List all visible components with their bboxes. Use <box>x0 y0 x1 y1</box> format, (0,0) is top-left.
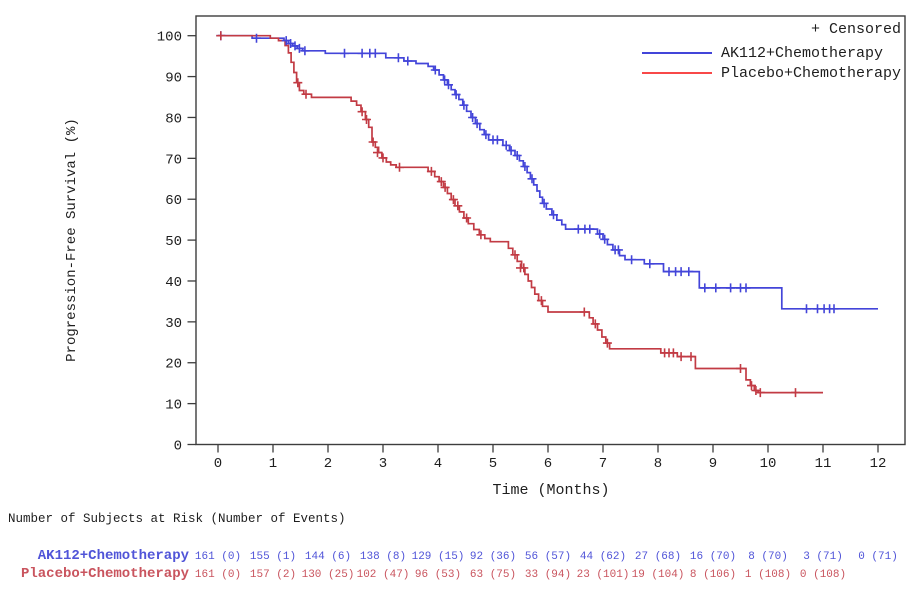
risk-value: 102 (47) <box>356 569 410 581</box>
x-axis-tick-label: 9 <box>709 456 717 472</box>
x-axis-tick-label: 1 <box>269 456 277 472</box>
y-axis-tick-label: 40 <box>165 275 182 291</box>
risk-value: 161 (0) <box>194 569 242 581</box>
risk-value: 3 (71) <box>803 551 843 563</box>
x-axis-tick-label: 8 <box>654 456 662 472</box>
km-curve-ak112 <box>218 34 878 310</box>
risk-value: 44 (62) <box>579 551 627 563</box>
x-axis-title: Time (Months) <box>492 482 610 499</box>
risk-value: 92 (36) <box>469 551 517 563</box>
risk-value: 130 (25) <box>301 569 355 581</box>
legend-entry-placebo: Placebo+Chemotherapy <box>642 63 905 83</box>
x-axis-tick-label: 2 <box>324 456 332 472</box>
y-axis-tick-label: 100 <box>157 30 182 46</box>
risk-value: 8 (106) <box>689 569 737 581</box>
risk-value: 56 (57) <box>524 551 572 563</box>
plot-frame <box>195 15 906 446</box>
risk-value: 138 (8) <box>359 551 407 563</box>
risk-value: 155 (1) <box>249 551 297 563</box>
risk-value: 161 (0) <box>194 551 242 563</box>
y-axis-tick-label: 70 <box>165 152 182 168</box>
legend-entry-label: Placebo+Chemotherapy <box>721 64 902 82</box>
risk-value: 0 (71) <box>858 551 898 563</box>
y-axis-tick-label: 10 <box>165 398 182 414</box>
x-axis-tick-label: 3 <box>379 456 387 472</box>
risk-value: 33 (94) <box>524 569 572 581</box>
y-axis-title: Progression-Free Survival (%) <box>64 118 80 362</box>
censor-marks-placebo <box>216 31 800 398</box>
y-axis-tick-label: 30 <box>165 316 182 332</box>
y-axis-tick-label: 50 <box>165 234 182 250</box>
legend: + Censored AK112+Chemotherapy Placebo+Ch… <box>642 20 905 83</box>
risk-value: 96 (53) <box>414 569 462 581</box>
y-axis-tick-label: 20 <box>165 357 182 373</box>
risk-value: 23 (101) <box>576 569 630 581</box>
risk-value: 0 (108) <box>799 569 847 581</box>
x-axis-tick-label: 4 <box>434 456 442 472</box>
risk-row-label: Placebo+Chemotherapy <box>20 566 189 582</box>
risk-table-title: Number of Subjects at Risk (Number of Ev… <box>8 512 346 526</box>
y-axis-tick-label: 60 <box>165 193 182 209</box>
y-axis-tick-label: 90 <box>165 71 182 87</box>
risk-value: 157 (2) <box>249 569 297 581</box>
risk-value: 63 (75) <box>469 569 517 581</box>
risk-value: 129 (15) <box>411 551 465 563</box>
risk-table-row: Placebo+Chemotherapy 161 (0) 157 (2) 130 (2… <box>0 566 920 582</box>
legend-line-swatch-red <box>642 72 712 74</box>
y-axis-tick-label: 80 <box>165 111 182 127</box>
x-axis-tick-label: 12 <box>870 456 887 472</box>
x-axis-tick-label: 6 <box>544 456 552 472</box>
x-axis-tick-label: 5 <box>489 456 497 472</box>
risk-row-label: AK112+Chemotherapy <box>37 548 189 564</box>
legend-line-swatch-blue <box>642 52 712 54</box>
legend-entry-ak112: AK112+Chemotherapy <box>642 43 905 63</box>
risk-value: 16 (70) <box>689 551 737 563</box>
x-axis-tick-label: 7 <box>599 456 607 472</box>
risk-value: 1 (108) <box>744 569 792 581</box>
x-axis-tick-label: 10 <box>760 456 777 472</box>
risk-table-row: AK112+Chemotherapy 161 (0) 155 (1) 144 (6) 1… <box>0 548 920 564</box>
x-axis-tick-label: 11 <box>815 456 832 472</box>
risk-value: 144 (6) <box>304 551 352 563</box>
x-axis-tick-label: 0 <box>214 456 222 472</box>
risk-value: 19 (104) <box>631 569 685 581</box>
y-axis-tick-label: 0 <box>174 439 182 455</box>
legend-entry-label: AK112+Chemotherapy <box>721 44 884 62</box>
km-curve-placebo <box>218 34 823 394</box>
legend-censored-label: + Censored <box>810 21 901 38</box>
risk-value: 8 (70) <box>748 551 788 563</box>
risk-value: 27 (68) <box>634 551 682 563</box>
